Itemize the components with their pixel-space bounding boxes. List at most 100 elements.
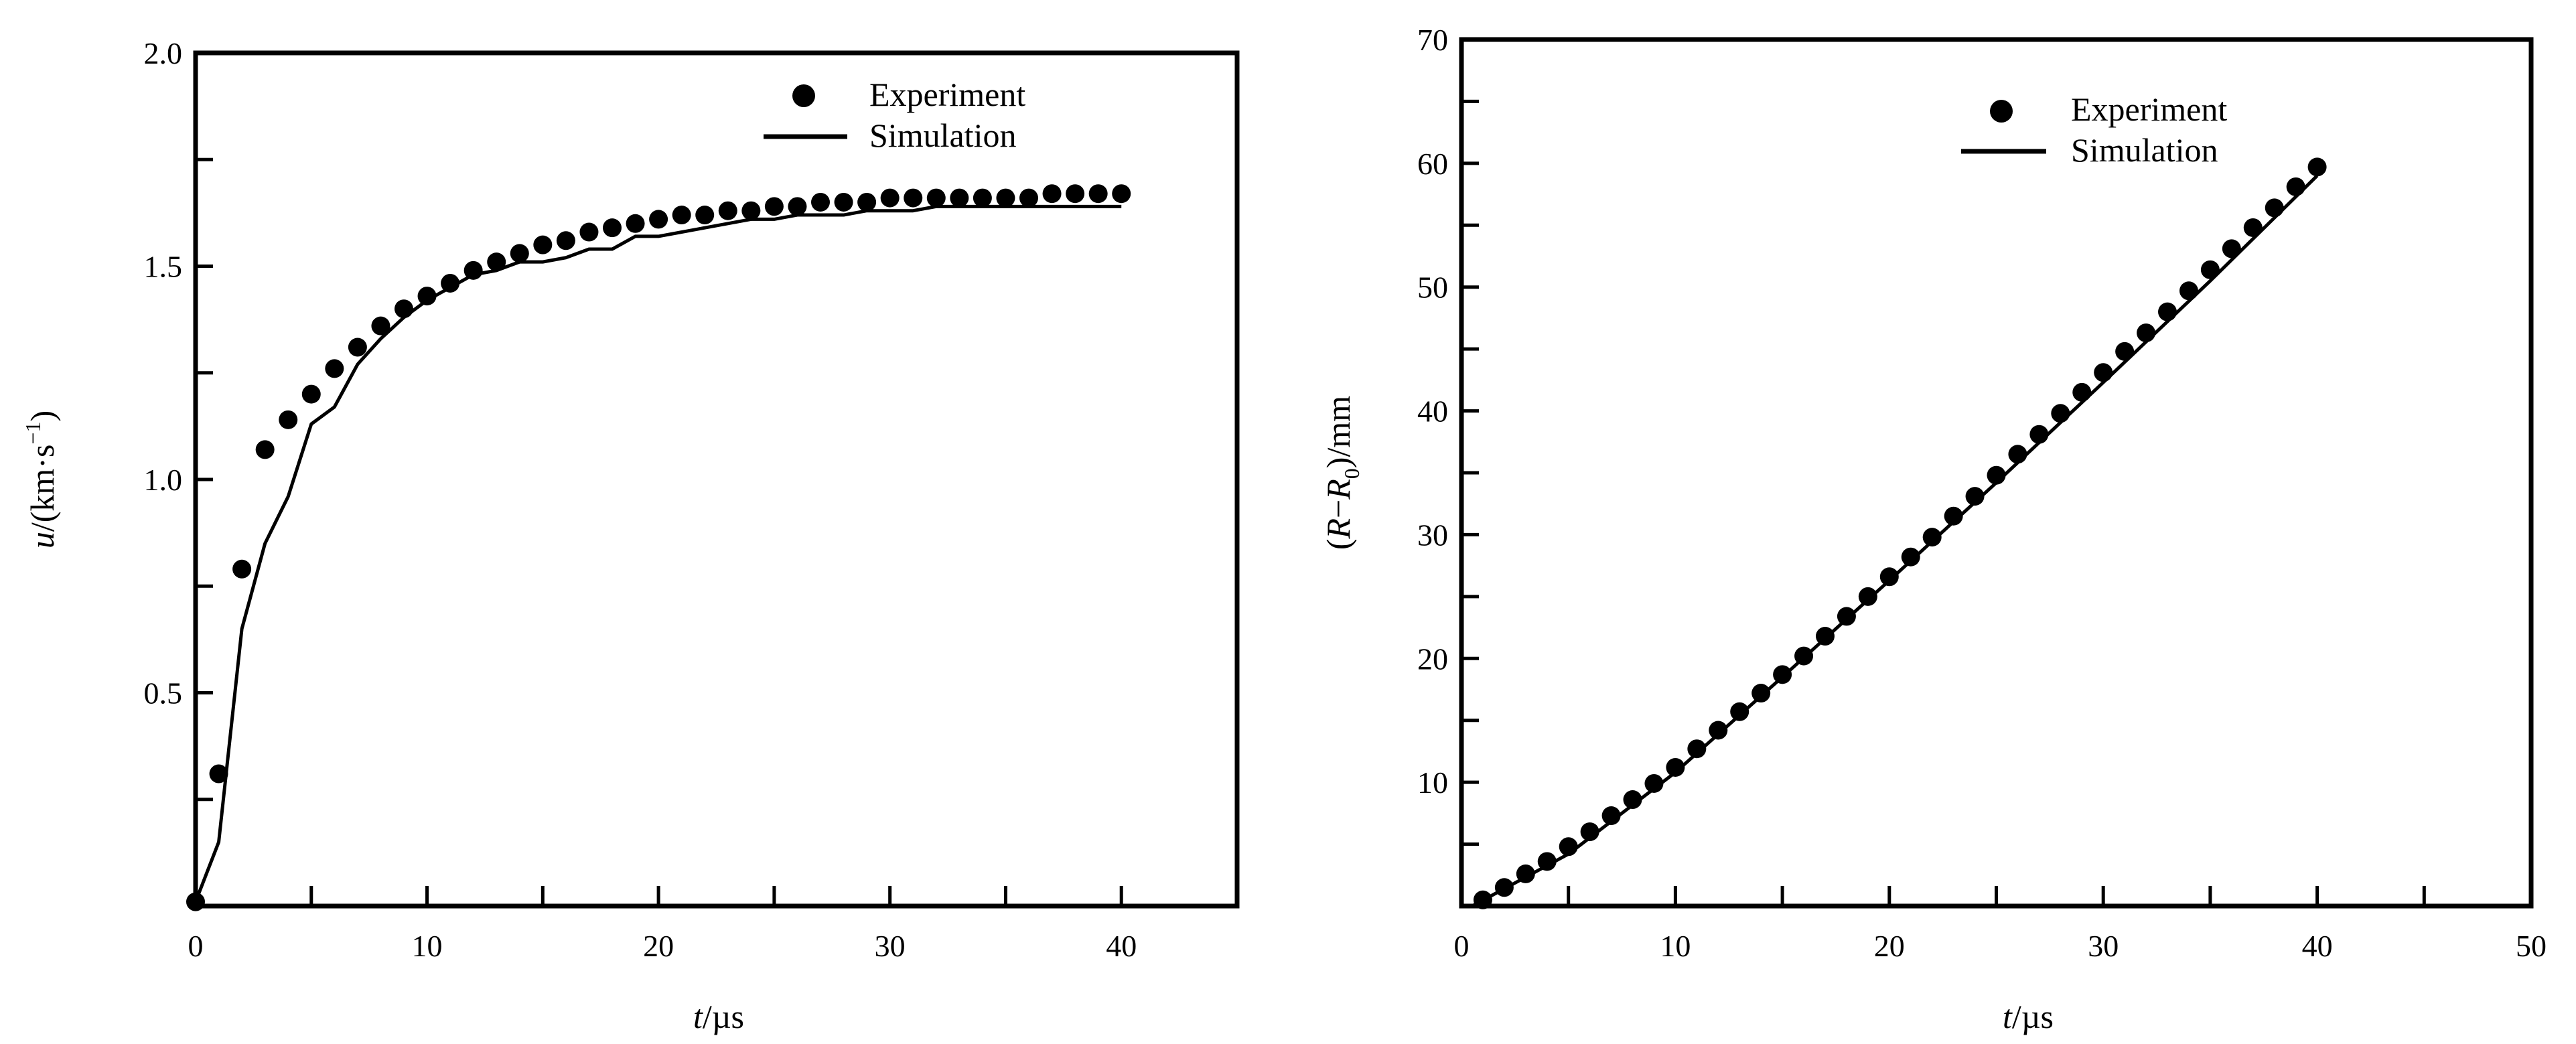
legend-label-experiment: Experiment	[869, 76, 1025, 113]
displacement-chart: 0 10 20 30 40 50 10 20 30 40 50 60 70 Experiment Si…	[1319, 23, 2547, 1035]
x-tick-label: 10	[412, 929, 443, 963]
data-point-experiment	[533, 235, 553, 254]
data-point-experiment	[2072, 382, 2092, 402]
data-point-experiment	[1112, 184, 1131, 204]
data-point-experiment	[279, 410, 298, 429]
data-point-experiment	[811, 192, 830, 212]
data-point-experiment	[880, 188, 900, 208]
x-tick-label: 50	[2516, 929, 2547, 963]
series-line-simulation	[194, 204, 1122, 903]
data-point-experiment	[2286, 177, 2305, 196]
data-point-experiment	[510, 244, 529, 263]
data-point-experiment	[255, 440, 275, 459]
y-tick-label: 10	[1417, 765, 1448, 800]
data-point-experiment	[1537, 852, 1557, 871]
data-point-experiment	[764, 197, 784, 216]
data-point-experiment	[649, 210, 668, 229]
legend-label-experiment: Experiment	[2071, 90, 2227, 128]
x-tick-label: 0	[188, 929, 204, 963]
data-point-experiment	[417, 287, 437, 306]
legend-label-simulation: Simulation	[2071, 131, 2218, 169]
data-point-experiment	[2051, 404, 2070, 423]
x-tick-label: 10	[1660, 929, 1691, 963]
x-axis-label: t/µs	[693, 998, 744, 1035]
data-point-experiment	[973, 188, 992, 208]
y-axis-label: u/(km·s−1)	[21, 411, 61, 548]
x-tick-label: 20	[1874, 929, 1905, 963]
data-point-experiment	[695, 206, 715, 225]
data-point-experiment	[904, 188, 923, 208]
legend: Experiment Simulation	[1961, 90, 2227, 169]
velocity-chart: 0 10 20 30 40 0.5 1.0 1.5 2.0 Experiment Simula…	[21, 36, 1240, 1035]
data-point-experiment	[1666, 757, 1685, 777]
data-point-experiment	[1709, 721, 1728, 740]
x-tick-label: 40	[1106, 929, 1137, 963]
y-tick-label: 2.0	[144, 36, 183, 70]
data-point-experiment	[1019, 188, 1038, 208]
data-point-experiment	[1623, 790, 1642, 810]
data-point-experiment	[857, 192, 877, 212]
y-ticks: 10 20 30 40 50 60 70	[1417, 23, 1479, 846]
data-point-experiment	[441, 273, 460, 293]
data-point-experiment	[371, 316, 390, 335]
data-point-experiment	[1580, 822, 1599, 842]
data-point-experiment	[1687, 739, 1707, 759]
data-point-experiment	[348, 338, 367, 357]
series-group	[1471, 157, 2327, 909]
data-point-experiment	[2179, 281, 2198, 301]
series-group	[186, 184, 1131, 911]
data-point-experiment	[232, 559, 252, 579]
data-point-experiment	[1751, 684, 1771, 703]
data-point-experiment	[1858, 587, 1877, 606]
data-point-experiment	[579, 222, 599, 242]
data-point-experiment	[1088, 184, 1108, 204]
data-point-experiment	[1965, 487, 1985, 506]
data-point-experiment	[2094, 363, 2113, 382]
data-point-experiment	[1944, 506, 1963, 526]
x-ticks: 0 10 20 30 40 50	[1454, 886, 2547, 963]
data-point-experiment	[996, 188, 1015, 208]
x-tick-label: 0	[1454, 929, 1470, 963]
data-point-experiment	[556, 231, 575, 250]
x-axis-label: t/µs	[2003, 998, 2054, 1035]
legend-label-simulation: Simulation	[869, 117, 1016, 154]
series-line-simulation	[1471, 174, 2319, 908]
y-tick-label: 70	[1417, 23, 1448, 57]
data-point-experiment	[1042, 184, 1062, 204]
y-tick-label: 60	[1417, 147, 1448, 181]
data-point-experiment	[672, 206, 691, 225]
legend-marker-experiment	[1990, 100, 2013, 123]
data-point-experiment	[2307, 157, 2327, 177]
x-tick-label: 30	[875, 929, 906, 963]
data-point-experiment	[788, 197, 807, 216]
data-point-experiment	[926, 188, 946, 208]
data-point-experiment	[1922, 528, 1942, 547]
legend: Experiment Simulation	[764, 76, 1025, 154]
data-point-experiment	[1066, 184, 1085, 204]
data-point-experiment	[2158, 302, 2177, 321]
y-tick-label: 1.5	[144, 250, 183, 284]
data-point-experiment	[209, 764, 228, 784]
x-tick-label: 40	[2302, 929, 2333, 963]
plot-frame	[193, 50, 1240, 909]
data-point-experiment	[1730, 702, 1749, 721]
x-tick-label: 20	[643, 929, 674, 963]
x-ticks: 0 10 20 30 40	[188, 886, 1137, 963]
data-point-experiment	[301, 384, 321, 404]
y-axis-label: (R−R0)/mm	[1319, 396, 1364, 550]
data-point-experiment	[603, 218, 622, 238]
y-tick-label: 50	[1417, 271, 1448, 305]
y-tick-label: 1.0	[144, 463, 183, 497]
data-point-experiment	[1901, 547, 1920, 567]
data-point-experiment	[718, 201, 737, 220]
data-point-experiment	[1601, 806, 1621, 826]
data-point-experiment	[325, 359, 344, 378]
y-ticks: 0.5 1.0 1.5 2.0	[144, 36, 213, 802]
data-point-experiment	[741, 201, 761, 220]
y-tick-label: 0.5	[144, 676, 183, 711]
data-point-experiment	[626, 214, 645, 233]
y-tick-label: 30	[1417, 518, 1448, 552]
data-point-experiment	[1644, 773, 1664, 793]
